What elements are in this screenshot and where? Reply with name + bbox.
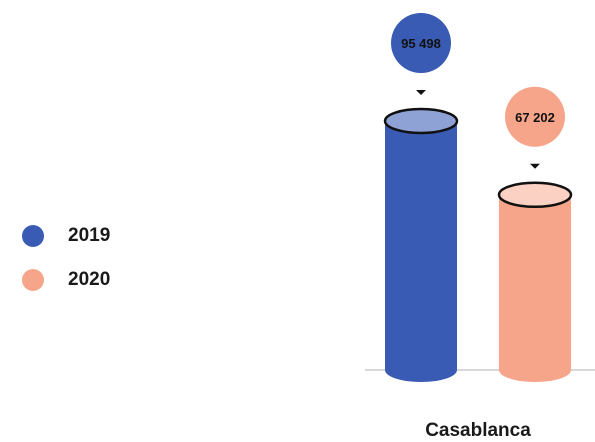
legend-item-2019: 2019: [22, 214, 110, 258]
legend-swatch-2020: [22, 269, 44, 291]
bar-bottom-2019: [385, 358, 457, 382]
value-pointer-2019: [416, 90, 426, 95]
legend: 2019 2020: [22, 214, 110, 302]
value-pointer-2020: [530, 163, 540, 169]
category-label: Casablanca: [425, 420, 531, 441]
legend-swatch-2019: [22, 225, 44, 247]
legend-label-2020: 2020: [68, 269, 111, 290]
bar-top-2019: [383, 107, 459, 135]
legend-item-2020: 2020: [22, 258, 110, 302]
value-label-2020: 67 202: [515, 110, 555, 125]
value-label-2019: 95 498: [401, 36, 441, 51]
bar-bottom-2020: [499, 358, 571, 382]
value-bubble-2020: [505, 86, 565, 147]
value-bubble-2019: [391, 13, 451, 73]
legend-label-2019: 2019: [68, 225, 111, 246]
bar-body-2019: [385, 121, 457, 370]
bar-body-2020: [499, 194, 571, 370]
bar-top-2020: [497, 181, 573, 209]
